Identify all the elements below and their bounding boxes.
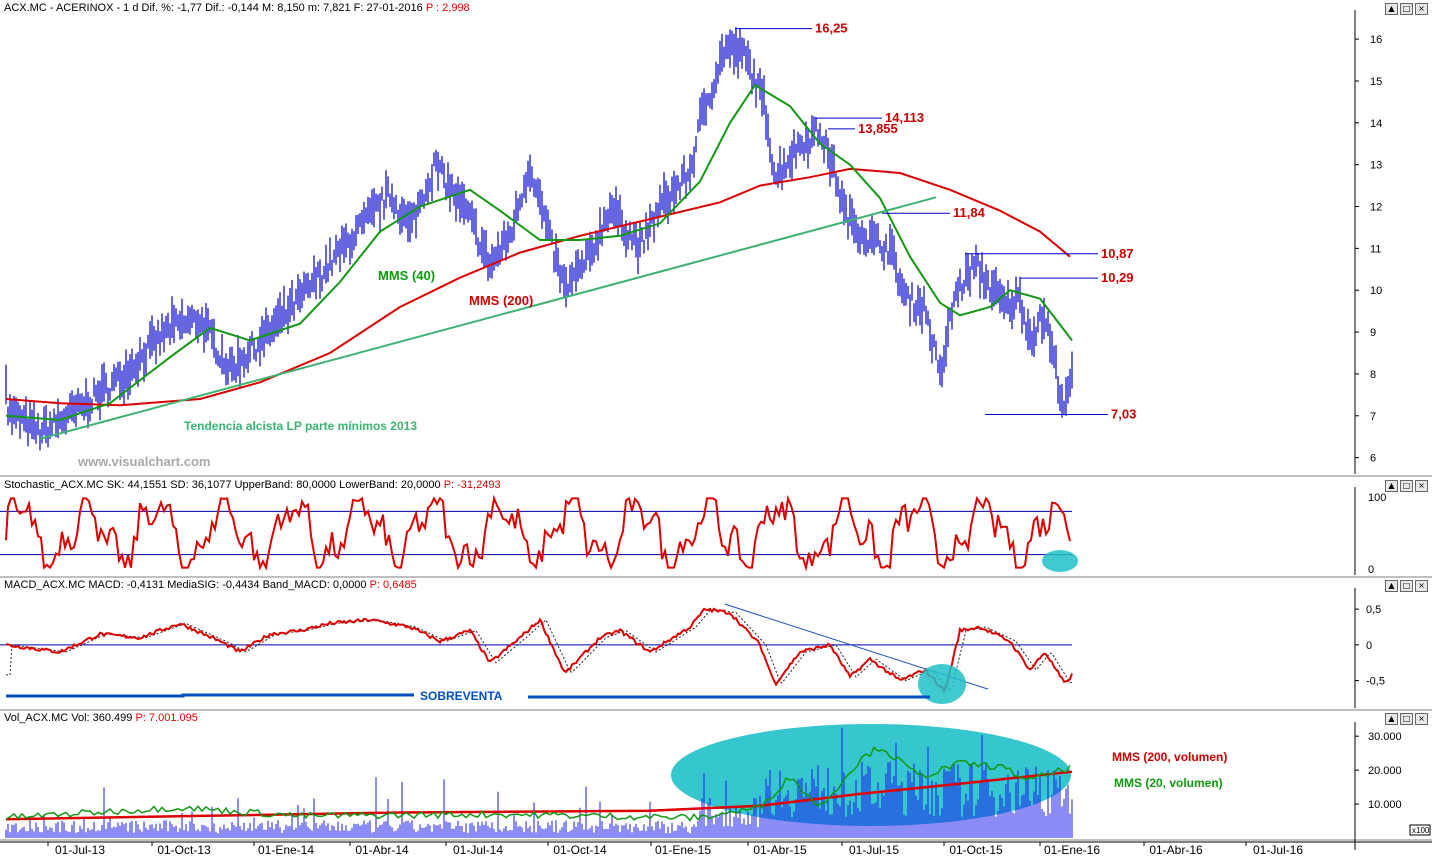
macd-line xyxy=(5,607,1073,694)
stoch-panel-title: Stochastic_ACX.MC SK: 44,1551 SD: 36,107… xyxy=(4,479,501,491)
price-tick-label: 14 xyxy=(1370,118,1382,130)
vol-p-value: P: 7.001.095 xyxy=(135,712,198,724)
close-button[interactable]: × xyxy=(1415,3,1428,15)
mms40-annotation: MMS (40) xyxy=(378,268,435,283)
vol-title-text: Vol_ACX.MC Vol: 360.499 xyxy=(4,712,133,724)
move-up-button[interactable]: ▲ xyxy=(1385,713,1398,725)
price-title-text: ACX.MC - ACERINOX - 1 d Dif. %: -1,77 Di… xyxy=(4,2,423,14)
stoch-tick-label: 100 xyxy=(1368,492,1386,504)
macd-tick-label: 0,5 xyxy=(1366,604,1381,616)
price-bars xyxy=(5,27,1073,451)
x-axis-label: 01-Abr-14 xyxy=(355,843,409,857)
stoch-highlight xyxy=(1042,550,1078,572)
x-axis-label: 01-Abr-15 xyxy=(753,843,807,857)
x-axis-label: 01-Abr-16 xyxy=(1149,843,1203,857)
vol-tick-label: 20.000 xyxy=(1368,765,1402,777)
x-axis-label: 01-Oct-13 xyxy=(157,843,211,857)
stoch-tick-label: 0 xyxy=(1368,564,1374,576)
vol-tick-label: 10.000 xyxy=(1368,799,1402,811)
price-tick-label: 16 xyxy=(1370,34,1382,46)
level-label: 14,113 xyxy=(885,110,924,125)
stoch-window-buttons: ▲ □ × xyxy=(1385,480,1428,492)
vol-mms200-line xyxy=(5,770,1073,821)
vol-mms20-line xyxy=(5,746,1071,822)
mms200-annotation: MMS (200) xyxy=(469,293,533,308)
trend-line xyxy=(39,196,937,440)
vol-multiplier-box xyxy=(1409,824,1431,836)
macd-tick-label: -0,5 xyxy=(1366,676,1385,688)
move-up-button[interactable]: ▲ xyxy=(1385,480,1398,492)
maximize-button[interactable]: □ xyxy=(1400,3,1413,15)
vol-mms20-annotation: MMS (20, volumen) xyxy=(1114,776,1223,790)
price-tick-label: 10 xyxy=(1370,285,1382,297)
stoch-p-value: P: -31,2493 xyxy=(443,479,501,491)
maximize-button[interactable]: □ xyxy=(1400,713,1413,725)
macd-window-buttons: ▲ □ × xyxy=(1385,580,1428,592)
price-tick-label: 15 xyxy=(1370,76,1382,88)
level-label: 7,03 xyxy=(1111,407,1136,422)
maximize-button[interactable]: □ xyxy=(1400,480,1413,492)
price-tick-label: 11 xyxy=(1370,243,1381,255)
price-window-buttons: ▲ □ × xyxy=(1385,3,1428,15)
price-tick-label: 13 xyxy=(1370,160,1382,172)
macd-panel-title: MACD_ACX.MC MACD: -0,4131 MediaSIG: -0,4… xyxy=(4,579,417,591)
watermark: www.visualchart.com xyxy=(77,454,210,469)
sobreventa-label: SOBREVENTA xyxy=(420,689,503,703)
level-label: 13,855 xyxy=(858,121,898,136)
price-tick-label: 9 xyxy=(1370,327,1376,339)
mms40-line xyxy=(5,83,1073,422)
x-axis-label: 01-Oct-14 xyxy=(553,843,607,857)
vol-multiplier-label: x100 xyxy=(1412,826,1430,835)
level-label: 10,87 xyxy=(1101,246,1134,261)
price-p-value: P : 2,998 xyxy=(425,2,470,14)
stoch-title-text: Stochastic_ACX.MC SK: 44,1551 SD: 36,107… xyxy=(4,479,441,491)
x-axis-label: 01-Jul-14 xyxy=(453,843,503,857)
trend-annotation: Tendencia alcista LP parte mínimos 2013 xyxy=(184,419,417,433)
volume-bars xyxy=(5,727,1073,838)
vol-window-buttons: ▲ □ × xyxy=(1385,713,1428,725)
x-axis-label: 01-Ene-16 xyxy=(1044,843,1100,857)
close-button[interactable]: × xyxy=(1415,480,1428,492)
volume-highlight xyxy=(671,724,1071,826)
close-button[interactable]: × xyxy=(1415,580,1428,592)
price-tick-label: 6 xyxy=(1370,453,1376,465)
price-tick-label: 12 xyxy=(1370,202,1382,214)
x-axis-label: 01-Jul-13 xyxy=(55,843,105,857)
x-axis-label: 01-Oct-15 xyxy=(949,843,1003,857)
price-tick-label: 8 xyxy=(1370,369,1376,381)
macd-p-value: P: 0,6485 xyxy=(369,579,417,591)
move-up-button[interactable]: ▲ xyxy=(1385,580,1398,592)
sobreventa-line-left xyxy=(6,693,414,698)
level-label: 11,84 xyxy=(953,205,986,220)
price-tick-label: 7 xyxy=(1370,411,1376,423)
maximize-button[interactable]: □ xyxy=(1400,580,1413,592)
vol-tick-label: 30.000 xyxy=(1368,731,1402,743)
vol-mms200-annotation: MMS (200, volumen) xyxy=(1112,750,1227,764)
x-axis-label: 01-Jul-15 xyxy=(849,843,899,857)
close-button[interactable]: × xyxy=(1415,713,1428,725)
x-axis-label: 01-Ene-14 xyxy=(258,843,314,857)
vol-panel-title: Vol_ACX.MC Vol: 360.499 P: 7.001.095 xyxy=(4,712,198,724)
move-up-button[interactable]: ▲ xyxy=(1385,3,1398,15)
level-label: 10,29 xyxy=(1101,270,1134,285)
level-label: 16,25 xyxy=(815,21,848,36)
x-axis-label: 01-Ene-15 xyxy=(655,843,711,857)
mms200-line xyxy=(5,167,1071,407)
stoch-line xyxy=(5,494,1071,572)
macd-highlight xyxy=(918,664,966,704)
x-axis-label: 01-Jul-16 xyxy=(1253,843,1303,857)
macd-tick-label: 0 xyxy=(1366,640,1372,652)
price-panel-title: ACX.MC - ACERINOX - 1 d Dif. %: -1,77 Di… xyxy=(4,2,470,14)
macd-title-text: MACD_ACX.MC MACD: -0,4131 MediaSIG: -0,4… xyxy=(4,579,367,591)
